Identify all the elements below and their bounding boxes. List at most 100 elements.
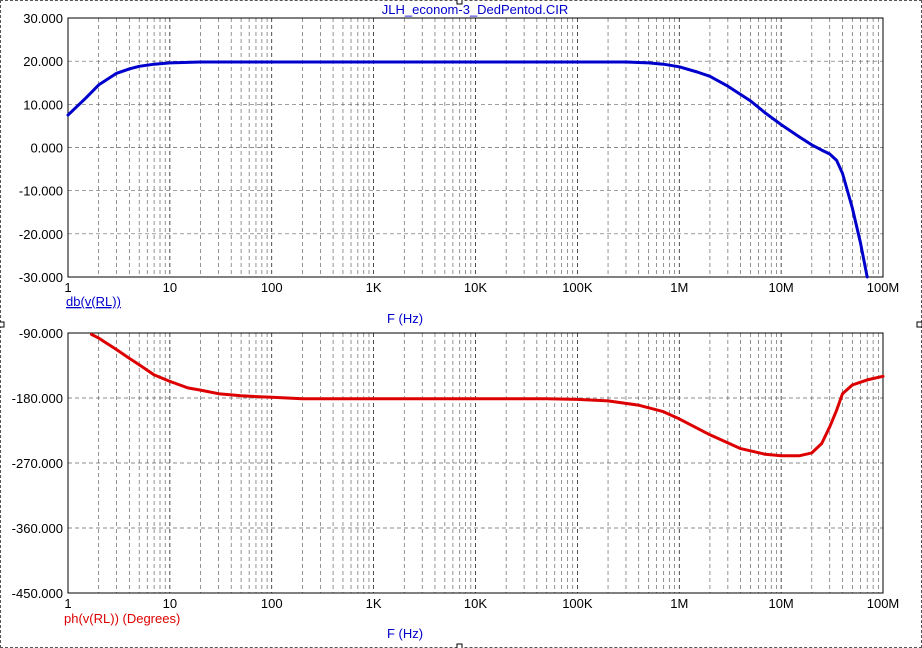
magnitude-data-point (372, 60, 375, 64)
magnitude-data-point (624, 60, 628, 64)
magnitude-data-point (199, 60, 202, 64)
phase-data-point (545, 397, 548, 400)
phase-data-point (637, 404, 640, 407)
phase-data-point (217, 392, 220, 395)
magnitude-data-point (270, 60, 273, 64)
phase-plot: -90.000-180.000-270.000-360.000-450.000 … (12, 326, 900, 641)
magnitude-x-tick-label: 10K (464, 280, 487, 295)
phase-x-axis-title: F (Hz) (387, 626, 423, 641)
magnitude-plot: 30.000 20.000 10.000 0.000 -10.000 -20.000 -30… (19, 2, 899, 326)
magnitude-y-tick-label: 10.000 (23, 97, 63, 112)
phase-x-tick-label: 1K (366, 596, 382, 611)
phase-y-tick-label: -360.000 (12, 521, 63, 536)
magnitude-data-point (841, 172, 844, 175)
magnitude-data-point (97, 83, 100, 87)
magnitude-data-point (66, 113, 70, 117)
magnitude-x-tick-label: 10 (163, 280, 177, 295)
phase-y-tick-label: -450.000 (12, 586, 63, 601)
magnitude-y-tick-label: 30.000 (23, 11, 63, 26)
phase-data-point (152, 373, 156, 377)
magnitude-data-point (708, 75, 712, 78)
magnitude-y-ticks: 30.000 20.000 10.000 0.000 -10.000 -20.000 -30… (19, 11, 63, 285)
phase-data-point (708, 433, 712, 436)
magnitude-data-point (749, 99, 752, 103)
magnitude-data-point (662, 62, 665, 66)
magnitude-data-point (820, 148, 823, 152)
phase-data-point (576, 398, 579, 401)
phase-data-point (199, 388, 202, 392)
magnitude-y-tick-label: -20.000 (19, 227, 63, 242)
magnitude-data-point (138, 65, 141, 68)
magnitude-series-line (66, 60, 869, 279)
resize-handle-bottom[interactable] (456, 643, 463, 648)
magnitude-data-point (84, 96, 88, 100)
phase-data-point (254, 395, 258, 398)
phase-data-point (662, 410, 665, 413)
magnitude-data-point (866, 275, 869, 279)
phase-y-tick-label: -270.000 (12, 456, 63, 471)
magnitude-x-tick-label: 100K (562, 280, 593, 295)
magnitude-data-point (696, 70, 699, 74)
magnitude-data-point (810, 143, 813, 147)
magnitude-data-point (764, 111, 767, 115)
phase-data-point (678, 417, 681, 421)
magnitude-series-layer (66, 60, 869, 279)
phase-data-point (841, 392, 844, 395)
magnitude-x-tick-label: 100M (867, 280, 900, 295)
phase-series-label[interactable]: ph(v(RL)) (Degrees) (64, 611, 180, 626)
phase-x-tick-label: 1M (670, 596, 688, 611)
phase-data-point (168, 380, 172, 383)
magnitude-data-point (797, 135, 801, 138)
phase-x-tick-label: 1 (64, 596, 71, 611)
phase-data-point (115, 348, 118, 351)
magnitude-y-tick-label: 20.000 (23, 54, 63, 69)
phase-data-point (97, 336, 100, 340)
phase-data-point (301, 397, 304, 400)
phase-data-point (138, 363, 141, 366)
phase-grid (68, 333, 883, 593)
magnitude-x-ticks: 1 10 100 1K 10K 100K 1M 10M 100M (64, 280, 899, 295)
phase-data-point (186, 386, 189, 390)
phase-data-point (739, 447, 742, 450)
magnitude-x-tick-label: 1K (366, 280, 382, 295)
phase-data-point (474, 397, 477, 400)
magnitude-data-point (128, 67, 131, 71)
magnitude-data-point (779, 123, 783, 126)
resize-handle-left[interactable] (0, 321, 5, 328)
phase-y-ticks: -90.000 -180.000 -270.000 -360.000 -450.000 (12, 326, 63, 601)
magnitude-series-label[interactable]: db(v(RL)) (66, 294, 121, 309)
phase-data-point (851, 383, 854, 387)
magnitude-data-point (835, 159, 838, 162)
magnitude-x-axis-title: F (Hz) (387, 311, 423, 326)
chart-title: JLH_econom-3_DedPentod.CIR (382, 2, 568, 17)
phase-data-point (128, 357, 131, 360)
magnitude-data-point (647, 61, 650, 65)
magnitude-y-tick-label: 0.000 (30, 141, 63, 156)
magnitude-x-tick-label: 10M (768, 280, 793, 295)
phase-data-point (828, 425, 831, 429)
phase-series-layer (90, 332, 885, 458)
magnitude-data-point (168, 61, 172, 65)
magnitude-data-point (115, 72, 118, 75)
phase-plot-border (67, 332, 884, 594)
magnitude-data-point (726, 85, 730, 88)
phase-x-ticks: 1 10 100 1K 10K 100K 1M 10M 100M (64, 596, 899, 611)
phase-x-tick-label: 10K (464, 596, 487, 611)
phase-data-point (866, 378, 869, 382)
phase-data-point (881, 375, 885, 378)
resize-handle-top[interactable] (456, 0, 463, 5)
magnitude-data-point (239, 60, 243, 64)
magnitude-x-tick-label: 1 (64, 280, 71, 295)
phase-x-tick-label: 100M (867, 596, 900, 611)
phase-series-line (90, 332, 885, 458)
phase-data-point (90, 333, 93, 336)
phase-data-point (372, 397, 375, 400)
resize-handle-right[interactable] (916, 321, 922, 328)
phase-x-tick-label: 100 (261, 596, 283, 611)
magnitude-x-tick-label: 1M (670, 280, 688, 295)
phase-x-tick-label: 10M (768, 596, 793, 611)
magnitude-data-point (851, 206, 854, 210)
phase-x-tick-label: 10 (163, 596, 177, 611)
phase-data-point (606, 399, 610, 403)
